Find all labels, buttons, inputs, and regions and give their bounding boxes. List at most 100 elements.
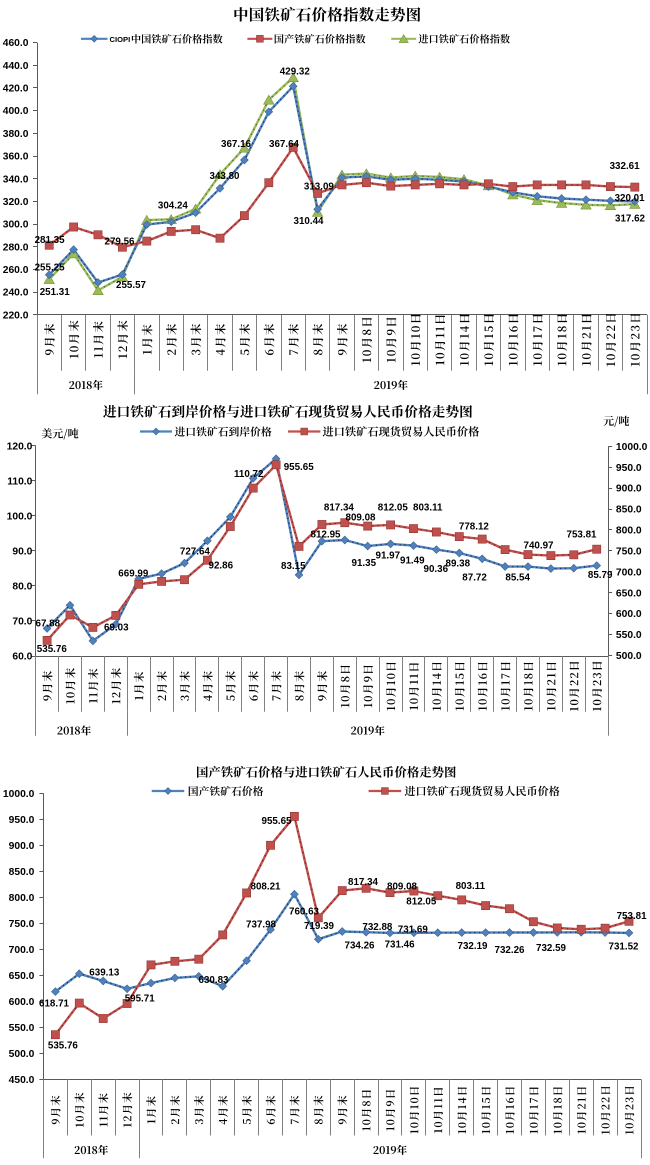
svg-text:808.21: 808.21 bbox=[251, 881, 282, 892]
svg-text:809.08: 809.08 bbox=[346, 513, 377, 524]
svg-text:360.0: 360.0 bbox=[3, 152, 29, 163]
svg-text:317.62: 317.62 bbox=[615, 214, 646, 225]
svg-text:CIOPI: CIOPI bbox=[110, 35, 131, 44]
svg-text:332.61: 332.61 bbox=[610, 161, 641, 172]
svg-text:91.49: 91.49 bbox=[400, 556, 425, 567]
svg-text:110.72: 110.72 bbox=[234, 469, 264, 480]
svg-text:304.24: 304.24 bbox=[158, 200, 189, 211]
svg-text:760.63: 760.63 bbox=[289, 906, 320, 917]
svg-text:83.15: 83.15 bbox=[281, 561, 306, 572]
svg-text:343.80: 343.80 bbox=[210, 171, 241, 182]
svg-text:91.35: 91.35 bbox=[352, 558, 377, 569]
svg-text:85.79: 85.79 bbox=[588, 570, 613, 581]
svg-text:950.0: 950.0 bbox=[616, 463, 642, 474]
svg-text:719.39: 719.39 bbox=[304, 921, 335, 932]
svg-text:90.0: 90.0 bbox=[12, 547, 32, 558]
svg-text:367.16: 367.16 bbox=[221, 139, 252, 150]
svg-text:550.0: 550.0 bbox=[616, 630, 642, 641]
svg-text:595.71: 595.71 bbox=[125, 993, 156, 1004]
svg-text:650.0: 650.0 bbox=[9, 971, 35, 982]
svg-text:750.0: 750.0 bbox=[616, 546, 642, 557]
svg-text:800.0: 800.0 bbox=[9, 893, 35, 904]
svg-text:300.0: 300.0 bbox=[3, 220, 29, 231]
svg-text:900.0: 900.0 bbox=[616, 484, 642, 495]
svg-text:240.0: 240.0 bbox=[3, 288, 29, 299]
svg-text:803.11: 803.11 bbox=[413, 502, 443, 513]
svg-text:340.0: 340.0 bbox=[3, 174, 29, 185]
svg-text:812.05: 812.05 bbox=[378, 503, 409, 514]
svg-text:955.65: 955.65 bbox=[284, 462, 315, 473]
svg-text:817.34: 817.34 bbox=[324, 503, 355, 514]
svg-text:727.64: 727.64 bbox=[180, 546, 211, 557]
svg-text:281.35: 281.35 bbox=[35, 235, 66, 246]
svg-text:310.44: 310.44 bbox=[294, 216, 325, 227]
svg-text:280.0: 280.0 bbox=[3, 242, 29, 253]
svg-text:740.97: 740.97 bbox=[524, 541, 555, 552]
svg-text:260.0: 260.0 bbox=[3, 265, 29, 276]
svg-text:255.57: 255.57 bbox=[116, 280, 147, 291]
svg-text:732.88: 732.88 bbox=[362, 922, 393, 933]
svg-text:89.38: 89.38 bbox=[446, 559, 471, 570]
svg-text:400.0: 400.0 bbox=[3, 106, 29, 117]
svg-text:734.26: 734.26 bbox=[345, 941, 376, 952]
svg-text:800.0: 800.0 bbox=[616, 526, 642, 537]
svg-text:85.54: 85.54 bbox=[505, 572, 530, 583]
svg-text:850.0: 850.0 bbox=[616, 505, 642, 516]
svg-text:737.98: 737.98 bbox=[246, 919, 277, 930]
svg-text:80.0: 80.0 bbox=[12, 582, 32, 593]
svg-text:650.0: 650.0 bbox=[616, 588, 642, 599]
svg-text:731.52: 731.52 bbox=[609, 941, 640, 952]
svg-text:500.0: 500.0 bbox=[9, 1049, 35, 1060]
svg-text:320.01: 320.01 bbox=[615, 193, 646, 204]
svg-text:731.46: 731.46 bbox=[385, 940, 416, 951]
svg-text:900.0: 900.0 bbox=[9, 841, 35, 852]
svg-text:600.0: 600.0 bbox=[9, 997, 35, 1008]
svg-text:732.19: 732.19 bbox=[458, 941, 489, 952]
svg-text:669.99: 669.99 bbox=[118, 568, 149, 579]
svg-text:550.0: 550.0 bbox=[9, 1023, 35, 1034]
svg-text:753.81: 753.81 bbox=[617, 911, 648, 922]
svg-text:1000.0: 1000.0 bbox=[3, 789, 35, 800]
svg-text:60.0: 60.0 bbox=[12, 652, 32, 663]
svg-text:220.0: 220.0 bbox=[3, 310, 29, 321]
svg-text:69.03: 69.03 bbox=[104, 622, 129, 633]
svg-text:535.76: 535.76 bbox=[48, 1041, 79, 1052]
svg-text:92.86: 92.86 bbox=[209, 561, 234, 572]
svg-text:803.11: 803.11 bbox=[456, 881, 486, 892]
svg-text:460.0: 460.0 bbox=[3, 38, 29, 49]
svg-text:90.36: 90.36 bbox=[424, 564, 449, 575]
svg-text:380.0: 380.0 bbox=[3, 129, 29, 140]
svg-text:279.56: 279.56 bbox=[105, 237, 136, 248]
svg-text:313.09: 313.09 bbox=[304, 182, 335, 193]
svg-text:955.65: 955.65 bbox=[262, 816, 293, 827]
svg-text:500.0: 500.0 bbox=[616, 651, 642, 662]
svg-text:251.31: 251.31 bbox=[40, 287, 71, 298]
svg-text:100.0: 100.0 bbox=[7, 511, 33, 522]
svg-text:450.0: 450.0 bbox=[9, 1075, 35, 1086]
svg-text:812.05: 812.05 bbox=[406, 897, 437, 908]
svg-text:420.0: 420.0 bbox=[3, 84, 29, 95]
svg-text:778.12: 778.12 bbox=[459, 521, 490, 532]
svg-text:950.0: 950.0 bbox=[9, 815, 35, 826]
svg-text:535.76: 535.76 bbox=[37, 644, 68, 655]
svg-text:429.32: 429.32 bbox=[280, 66, 311, 77]
svg-text:618.71: 618.71 bbox=[39, 999, 70, 1010]
svg-text:1000.0: 1000.0 bbox=[616, 442, 648, 453]
svg-text:600.0: 600.0 bbox=[616, 609, 642, 620]
svg-text:87.72: 87.72 bbox=[462, 572, 487, 583]
svg-text:809.08: 809.08 bbox=[387, 881, 418, 892]
svg-text:630.83: 630.83 bbox=[199, 975, 230, 986]
svg-text:67.88: 67.88 bbox=[36, 619, 61, 630]
svg-text:731.69: 731.69 bbox=[398, 925, 429, 936]
svg-text:700.0: 700.0 bbox=[9, 945, 35, 956]
svg-text:255.25: 255.25 bbox=[35, 263, 66, 274]
svg-text:120.0: 120.0 bbox=[7, 441, 33, 452]
svg-text:70.0: 70.0 bbox=[12, 617, 32, 628]
svg-text:732.26: 732.26 bbox=[495, 945, 526, 956]
svg-text:732.59: 732.59 bbox=[536, 943, 567, 954]
svg-text:367.64: 367.64 bbox=[269, 139, 300, 150]
svg-text:91.97: 91.97 bbox=[376, 550, 401, 561]
svg-text:700.0: 700.0 bbox=[616, 567, 642, 578]
svg-text:753.81: 753.81 bbox=[567, 529, 598, 540]
svg-text:750.0: 750.0 bbox=[9, 919, 35, 930]
